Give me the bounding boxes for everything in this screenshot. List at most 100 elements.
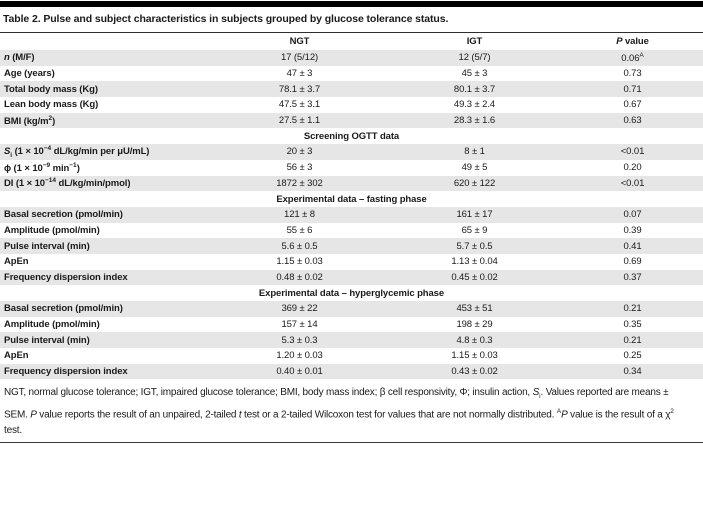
table-row: Amplitude (pmol/min) 55 ± 6 65 ± 9 0.39 bbox=[0, 223, 703, 239]
row-label: Age (years) bbox=[4, 68, 55, 80]
ngt-value: 5.6 ± 0.5 bbox=[281, 240, 318, 252]
p-value: 0.25 bbox=[623, 350, 642, 362]
table-row: Frequency dispersion index 0.40 ± 0.01 0.4… bbox=[0, 363, 703, 380]
column-header-ngt: NGT bbox=[289, 36, 310, 47]
igt-value: 4.8 ± 0.3 bbox=[456, 334, 493, 346]
row-label: Total body mass (Kg) bbox=[4, 83, 98, 95]
table-header: NGT IGT P value bbox=[0, 33, 703, 50]
igt-value: 80.1 ± 3.7 bbox=[453, 83, 496, 95]
igt-value: 453 ± 51 bbox=[456, 303, 493, 315]
table-caption: Table 2. Pulse and subject characteristi… bbox=[3, 13, 449, 25]
section-header-row: Experimental data – fasting phase bbox=[0, 191, 703, 207]
caption-divider-rule bbox=[0, 32, 703, 33]
table-row: ApEn 1.20 ± 0.03 1.15 ± 0.03 0.25 bbox=[0, 348, 703, 364]
row-label: Basal secretion (pmol/min) bbox=[4, 209, 123, 221]
p-value: 0.71 bbox=[623, 83, 642, 95]
row-label: BMI (kg/m2) bbox=[4, 114, 56, 127]
column-header-empty bbox=[0, 33, 212, 50]
igt-value: 1.15 ± 0.03 bbox=[451, 350, 498, 362]
p-value: 0.35 bbox=[623, 319, 642, 331]
table-row: Lean body mass (Kg) 47.5 ± 3.1 49.3 ± 2.4 0… bbox=[0, 97, 703, 113]
igt-value: 161 ± 17 bbox=[456, 209, 493, 221]
p-value: 0.07 bbox=[623, 209, 642, 221]
column-header-igt: IGT bbox=[466, 36, 483, 47]
row-label: Si (1 × 10−4 dL/kg/min per μU/mL) bbox=[4, 144, 150, 159]
p-value: 0.63 bbox=[623, 115, 642, 127]
igt-value: 65 ± 9 bbox=[461, 224, 488, 236]
p-value: 0.69 bbox=[623, 256, 642, 268]
table-row: Si (1 × 10−4 dL/kg/min per μU/mL) 20 ± 3 8… bbox=[0, 144, 703, 160]
section-header-row: Experimental data – hyperglycemic phase bbox=[0, 285, 703, 301]
row-label: ϕ (1 × 10−9 min−1) bbox=[4, 161, 80, 174]
ngt-value: 17 (5/12) bbox=[280, 52, 319, 64]
p-value: 0.06A bbox=[621, 51, 644, 64]
igt-value: 45 ± 3 bbox=[461, 68, 488, 80]
igt-value: 0.45 ± 0.02 bbox=[451, 271, 498, 283]
table-row: Pulse interval (min) 5.3 ± 0.3 4.8 ± 0.3 0.… bbox=[0, 332, 703, 349]
igt-value: 5.7 ± 0.5 bbox=[456, 240, 493, 252]
column-header-row: NGT IGT P value bbox=[0, 33, 703, 50]
section-header-label: Screening OGTT data bbox=[303, 130, 400, 142]
section-header-row: Screening OGTT data bbox=[0, 128, 703, 144]
table-row: Frequency dispersion index 0.48 ± 0.02 0.4… bbox=[0, 269, 703, 286]
table-row: Age (years) 47 ± 3 45 ± 3 0.73 bbox=[0, 66, 703, 82]
row-label: Frequency dispersion index bbox=[4, 366, 128, 378]
p-value: <0.01 bbox=[620, 146, 645, 158]
subject-characteristics-table: NGT IGT P value n (M/F) 17 (5/12) 12 (5/7)… bbox=[0, 33, 703, 380]
ngt-value: 1.15 ± 0.03 bbox=[276, 256, 323, 268]
p-value: 0.73 bbox=[623, 68, 642, 80]
table-row: Amplitude (pmol/min) 157 ± 14 198 ± 29 0.35 bbox=[0, 317, 703, 333]
table-body: n (M/F) 17 (5/12) 12 (5/7) 0.06A Age (years)… bbox=[0, 50, 703, 380]
ngt-value: 56 ± 3 bbox=[286, 162, 313, 174]
ngt-value: 1.20 ± 0.03 bbox=[276, 350, 323, 362]
p-value: 0.39 bbox=[623, 224, 642, 236]
table-row: DI (1 × 10−14 dL/kg/min/pmol) 1872 ± 302 6… bbox=[0, 175, 703, 192]
row-label: ApEn bbox=[4, 350, 29, 362]
row-label: Amplitude (pmol/min) bbox=[4, 224, 100, 236]
p-value: 0.37 bbox=[623, 271, 642, 283]
ngt-value: 20 ± 3 bbox=[286, 146, 313, 158]
table-row: Pulse interval (min) 5.6 ± 0.5 5.7 ± 0.5 0.… bbox=[0, 238, 703, 254]
column-header-p-value: P value bbox=[616, 36, 649, 47]
p-value: <0.01 bbox=[620, 177, 645, 189]
table-row: Basal secretion (pmol/min) 369 ± 22 453 ± … bbox=[0, 301, 703, 317]
p-value: 0.67 bbox=[623, 99, 642, 111]
p-value: 0.21 bbox=[623, 334, 642, 346]
row-label: Lean body mass (Kg) bbox=[4, 99, 99, 111]
p-value: 0.21 bbox=[623, 303, 642, 315]
table-row: Basal secretion (pmol/min) 121 ± 8 161 ± 1… bbox=[0, 206, 703, 223]
ngt-value: 27.5 ± 1.1 bbox=[278, 115, 321, 127]
row-label: Pulse interval (min) bbox=[4, 240, 90, 252]
table-row: Total body mass (Kg) 78.1 ± 3.7 80.1 ± 3.7… bbox=[0, 81, 703, 98]
igt-value: 620 ± 122 bbox=[453, 177, 496, 189]
igt-value: 12 (5/7) bbox=[458, 52, 491, 64]
ngt-value: 78.1 ± 3.7 bbox=[278, 83, 321, 95]
ngt-value: 1872 ± 302 bbox=[276, 177, 323, 189]
table-footnote: NGT, normal glucose tolerance; IGT, impa… bbox=[4, 387, 674, 436]
p-value: 0.41 bbox=[623, 240, 642, 252]
igt-value: 49 ± 5 bbox=[461, 162, 488, 174]
row-label: Pulse interval (min) bbox=[4, 334, 90, 346]
table-row: ϕ (1 × 10−9 min−1) 56 ± 3 49 ± 5 0.20 bbox=[0, 160, 703, 176]
ngt-value: 55 ± 6 bbox=[286, 224, 313, 236]
row-label: Amplitude (pmol/min) bbox=[4, 319, 100, 331]
table-top-border bbox=[0, 1, 703, 7]
igt-value: 198 ± 29 bbox=[456, 319, 493, 331]
row-label: Frequency dispersion index bbox=[4, 271, 128, 283]
row-label: n (M/F) bbox=[4, 52, 35, 64]
table-row: n (M/F) 17 (5/12) 12 (5/7) 0.06A bbox=[0, 50, 703, 66]
section-header-label: Experimental data – fasting phase bbox=[276, 193, 427, 205]
ngt-value: 121 ± 8 bbox=[284, 209, 315, 221]
row-label: Basal secretion (pmol/min) bbox=[4, 303, 123, 315]
ngt-value: 47.5 ± 3.1 bbox=[278, 99, 321, 111]
igt-value: 49.3 ± 2.4 bbox=[453, 99, 496, 111]
igt-value: 8 ± 1 bbox=[464, 146, 485, 158]
ngt-value: 0.40 ± 0.01 bbox=[276, 366, 323, 378]
row-label: ApEn bbox=[4, 256, 29, 268]
igt-value: 0.43 ± 0.02 bbox=[451, 366, 498, 378]
ngt-value: 0.48 ± 0.02 bbox=[276, 271, 323, 283]
ngt-value: 369 ± 22 bbox=[281, 303, 318, 315]
igt-value: 1.13 ± 0.04 bbox=[451, 256, 498, 268]
table-row: ApEn 1.15 ± 0.03 1.13 ± 0.04 0.69 bbox=[0, 254, 703, 270]
table-row: BMI (kg/m2) 27.5 ± 1.1 28.3 ± 1.6 0.63 bbox=[0, 112, 703, 129]
